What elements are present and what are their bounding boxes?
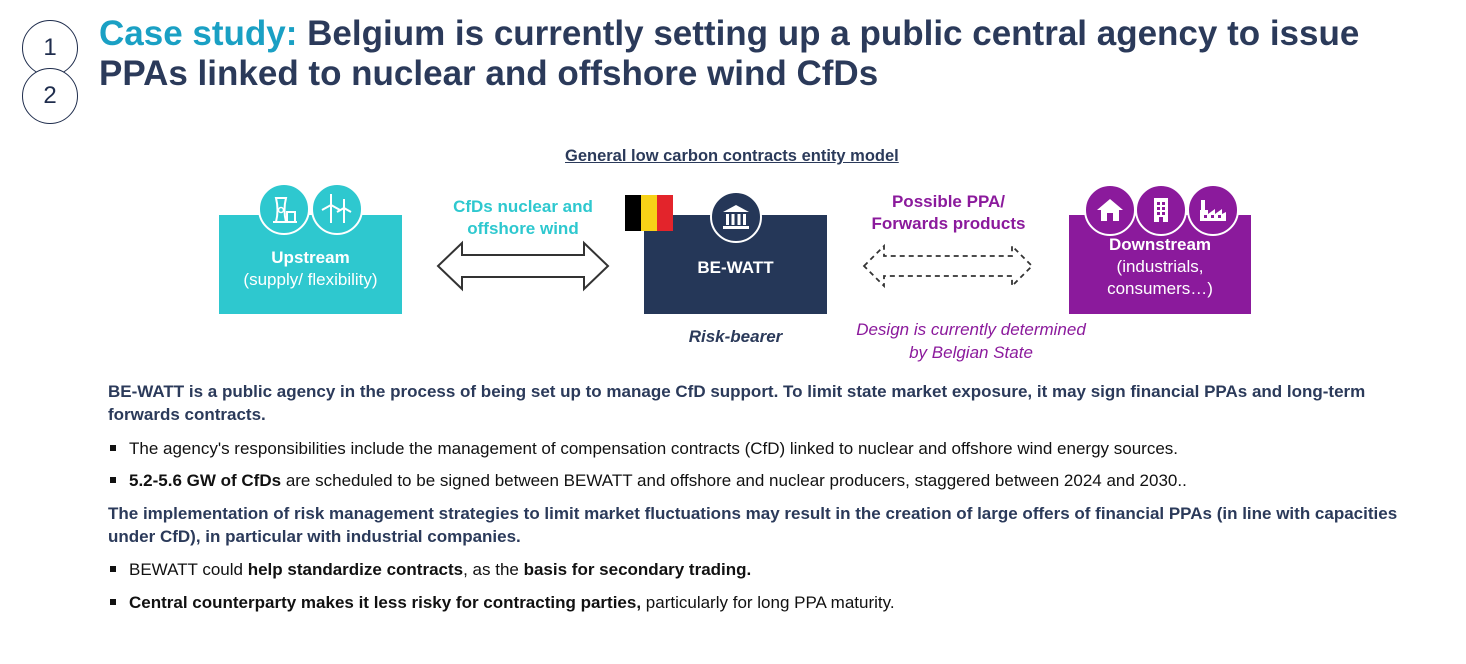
intro-paragraph: BE-WATT is a public agency in the proces… bbox=[108, 382, 1366, 424]
cfd-double-arrow bbox=[436, 240, 610, 292]
bullet-counterparty: Central counterparty makes it less risky… bbox=[110, 591, 1430, 614]
bullet-capacity-text: are scheduled to be signed between BEWAT… bbox=[281, 471, 1187, 490]
cfd-arrow-label-line2: offshore wind bbox=[467, 219, 579, 238]
ppa-dashed-arrow bbox=[862, 243, 1034, 289]
factory-icon bbox=[1187, 184, 1239, 236]
design-note-line2: by Belgian State bbox=[909, 343, 1033, 362]
cfd-arrow-label: CfDs nuclear and offshore wind bbox=[432, 196, 614, 240]
bullet-counterparty-bold: Central counterparty makes it less risky… bbox=[129, 593, 642, 612]
design-note: Design is currently determined by Belgia… bbox=[836, 318, 1106, 364]
government-building-icon bbox=[710, 191, 762, 243]
design-note-line1: Design is currently determined bbox=[856, 320, 1086, 339]
page-title: Case study: Belgium is currently setting… bbox=[99, 14, 1429, 94]
bullet-standardize-a: BEWATT could bbox=[129, 560, 248, 579]
bullet-counterparty-text: particularly for long PPA maturity. bbox=[641, 593, 895, 612]
risk-bearer-caption: Risk-bearer bbox=[688, 327, 783, 346]
bullet-responsibilities-text: The agency's responsibilities include th… bbox=[129, 439, 1178, 458]
bullet-standardize-d: basis for secondary trading. bbox=[523, 560, 752, 579]
downstream-subtitle-2: consumers…) bbox=[1107, 278, 1213, 298]
belgium-flag bbox=[625, 195, 673, 231]
bullet-capacity-bold: 5.2-5.6 GW of CfDs bbox=[129, 471, 282, 490]
bullet-standardize-b: help standardize contracts bbox=[247, 560, 464, 579]
step-2-marker[interactable]: 2 bbox=[22, 68, 78, 124]
nuclear-plant-icon bbox=[258, 183, 310, 235]
bullet-standardize: BEWATT could help standardize contracts,… bbox=[110, 558, 1430, 581]
title-main: Belgium is currently setting up a public… bbox=[99, 14, 1360, 93]
office-building-icon bbox=[1135, 184, 1187, 236]
bullet-standardize-c: , as the bbox=[463, 560, 524, 579]
upstream-box: Upstream (supply/ flexibility) bbox=[219, 215, 402, 314]
bewatt-box: BE-WATT bbox=[644, 215, 827, 314]
house-icon bbox=[1084, 184, 1136, 236]
step-2-label: 2 bbox=[43, 82, 57, 109]
risk-management-paragraph: The implementation of risk management st… bbox=[108, 504, 1398, 546]
ppa-arrow-label-line2: Forwards products bbox=[871, 214, 1026, 233]
bullet-responsibilities: The agency's responsibilities include th… bbox=[110, 437, 1430, 460]
diagram-heading: General low carbon contracts entity mode… bbox=[565, 147, 899, 165]
title-accent: Case study: bbox=[99, 14, 298, 53]
bullet-capacity: 5.2-5.6 GW of CfDs are scheduled to be s… bbox=[110, 469, 1430, 492]
upstream-title: Upstream bbox=[271, 247, 350, 267]
bewatt-title: BE-WATT bbox=[697, 257, 774, 277]
downstream-subtitle-1: (industrials, bbox=[1116, 256, 1204, 276]
cfd-arrow-label-line1: CfDs nuclear and bbox=[453, 197, 593, 216]
wind-turbines-icon bbox=[311, 183, 363, 235]
upstream-subtitle: (supply/ flexibility) bbox=[243, 269, 378, 289]
ppa-arrow-label: Possible PPA/ Forwards products bbox=[855, 191, 1042, 235]
step-1-label: 1 bbox=[43, 34, 57, 61]
downstream-title: Downstream bbox=[1108, 234, 1212, 254]
ppa-arrow-label-line1: Possible PPA/ bbox=[891, 192, 1006, 211]
step-1-marker[interactable]: 1 bbox=[22, 20, 78, 76]
